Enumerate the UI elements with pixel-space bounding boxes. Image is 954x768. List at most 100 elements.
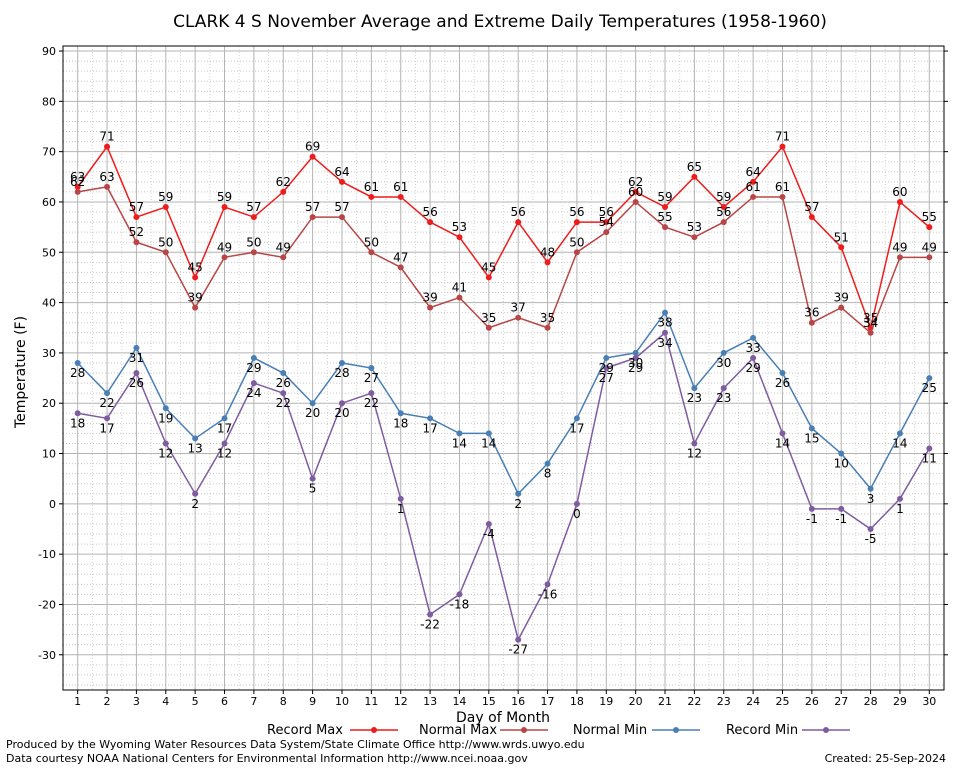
- normal-min-data-label: 29: [246, 361, 261, 375]
- legend-label-record-max: Record Max: [267, 723, 343, 738]
- normal-min-data-label: 2: [514, 497, 522, 511]
- x-tick-label: 7: [250, 695, 257, 708]
- normal-max-point: [250, 249, 257, 256]
- record-max-point: [104, 143, 111, 150]
- record-max-point: [544, 259, 551, 266]
- legend-marker-normal-max: [521, 727, 527, 733]
- record-min-point: [867, 526, 874, 532]
- record-max-data-label: 63: [70, 170, 85, 184]
- x-tick-label: 23: [717, 695, 731, 708]
- record-max-point: [632, 188, 639, 195]
- record-min-data-label: 12: [217, 446, 232, 460]
- x-axis-label: Day of Month: [456, 710, 550, 726]
- record-min-data-label: 12: [158, 446, 173, 460]
- normal-max-point: [162, 249, 169, 256]
- normal-max-point: [896, 254, 903, 261]
- normal-min-line: [77, 311, 930, 496]
- normal-min-point: [368, 365, 375, 371]
- record-max-point: [720, 204, 727, 210]
- record-min-data-label: 1: [397, 502, 405, 516]
- normal-min-data-label: 26: [276, 376, 291, 390]
- record-max-data-label: 60: [892, 185, 907, 199]
- normal-max-data-label: 50: [246, 235, 261, 249]
- normal-min-data-label: 15: [804, 431, 819, 445]
- record-max-data-label: 56: [599, 205, 614, 219]
- record-max-point: [456, 234, 463, 241]
- normal-max-point: [221, 254, 228, 261]
- record-min-data-label: 5: [309, 482, 317, 496]
- record-max-data-label: 55: [922, 210, 937, 224]
- y-tick-label: 20: [42, 397, 56, 410]
- normal-max-point: [808, 319, 815, 326]
- normal-min-point: [838, 450, 845, 457]
- x-tick-label: 25: [775, 695, 789, 708]
- record-min-point: [368, 390, 375, 397]
- normal-min-point: [456, 430, 463, 437]
- record-max-point: [309, 153, 316, 160]
- record-min-data-label: 29: [628, 361, 643, 375]
- record-max-point: [485, 274, 492, 281]
- record-min-data-label: 2: [191, 497, 199, 511]
- x-tick-label: 19: [599, 695, 613, 708]
- record-max-point: [74, 183, 81, 190]
- normal-max-point: [192, 304, 199, 311]
- normal-max-data-label: 35: [540, 311, 555, 325]
- record-max-data-label: 71: [775, 130, 790, 144]
- record-max-point: [691, 173, 698, 180]
- normal-max-point: [779, 193, 786, 200]
- record-min-data-label: -27: [508, 643, 528, 657]
- normal-max-data-label: 50: [158, 235, 173, 249]
- legend: Record Max Normal Max Normal Min Record Min: [267, 723, 850, 738]
- record-min-data-label: 23: [716, 391, 731, 405]
- normal-max-data-label: 61: [745, 180, 760, 194]
- record-max-data-label: 64: [745, 165, 760, 179]
- record-min-data-label: 22: [364, 396, 379, 410]
- x-tick-label: 1: [74, 695, 81, 708]
- normal-min-point: [720, 349, 727, 356]
- record-max-point: [779, 143, 786, 150]
- plot-frame: [62, 45, 945, 691]
- record-min-point: [573, 500, 580, 507]
- normal-max-point: [309, 214, 316, 221]
- record-min-data-label: -22: [420, 618, 440, 632]
- normal-max-point: [397, 264, 404, 271]
- x-tick-label: 15: [482, 695, 496, 708]
- normal-min-point: [221, 415, 228, 422]
- normal-max-data-label: 39: [422, 291, 437, 305]
- y-tick-label: -20: [38, 598, 56, 611]
- record-min-data-label: 20: [334, 406, 349, 420]
- record-max-point: [280, 188, 287, 195]
- x-tick-label: 4: [162, 695, 169, 708]
- record-min-point: [632, 354, 639, 361]
- x-tick-label: 3: [133, 695, 140, 708]
- normal-max-data-label: 50: [569, 235, 584, 249]
- record-max-data-label: 64: [334, 165, 349, 179]
- record-max-data-label: 35: [863, 311, 878, 325]
- x-tick-label: 5: [192, 695, 199, 708]
- normal-min-data-label: 28: [70, 366, 85, 380]
- legend-label-record-min: Record Min: [726, 723, 798, 738]
- normal-min-point: [250, 354, 257, 361]
- normal-min-data-label: 14: [481, 436, 496, 450]
- record-max-line: [77, 145, 930, 331]
- x-tick-label: 24: [746, 695, 760, 708]
- normal-min-data-label: 18: [393, 416, 408, 430]
- legend-marker-record-max: [371, 727, 377, 733]
- record-max-point: [133, 214, 140, 221]
- record-min-data-label: 34: [657, 336, 672, 350]
- record-min-data-label: -4: [483, 527, 495, 541]
- x-tick-label: 22: [687, 695, 701, 708]
- normal-max-data-label: 54: [599, 215, 614, 229]
- normal-min-data-label: 17: [422, 421, 437, 435]
- record-min-point: [779, 430, 786, 437]
- record-min-data-label: 11: [922, 452, 937, 466]
- record-min-point: [221, 440, 228, 447]
- x-tick-label: 18: [570, 695, 584, 708]
- x-tick-label: 14: [452, 695, 466, 708]
- normal-min-data-label: 27: [364, 371, 379, 385]
- normal-min-point: [603, 354, 610, 361]
- grid-lines: [62, 46, 945, 690]
- record-max-data-label: 48: [540, 245, 555, 259]
